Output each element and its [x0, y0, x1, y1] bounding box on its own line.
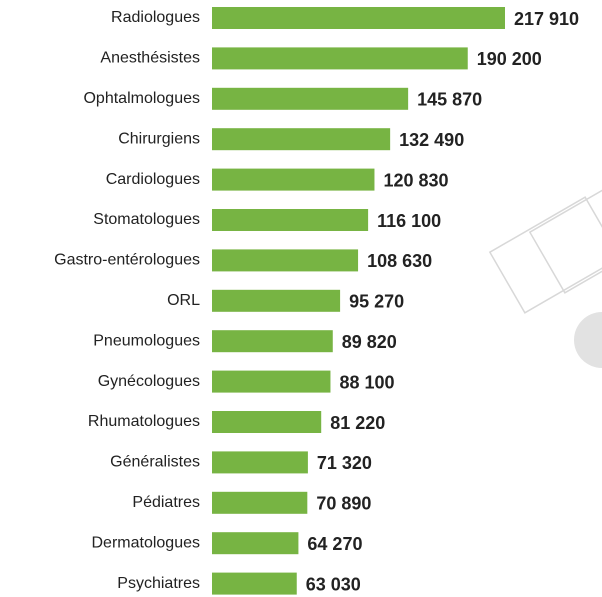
value-label: 217 910 [514, 9, 579, 29]
category-label: Radiologues [111, 9, 200, 26]
value-label: 88 100 [339, 372, 394, 392]
value-label: 71 320 [317, 453, 372, 473]
bar [212, 573, 297, 595]
value-label: 89 820 [342, 332, 397, 352]
category-label: Gynécologues [98, 373, 200, 390]
bar [212, 249, 358, 271]
value-label: 120 830 [383, 170, 448, 190]
value-label: 116 100 [377, 211, 441, 231]
bar [212, 47, 468, 69]
bar [212, 411, 321, 433]
category-label: ORL [167, 292, 200, 309]
bar [212, 169, 374, 191]
bar [212, 330, 333, 352]
bar [212, 209, 368, 231]
category-label: Cardiologues [106, 171, 200, 188]
value-label: 64 270 [307, 534, 362, 554]
value-label: 145 870 [417, 90, 482, 110]
bar [212, 88, 408, 110]
value-label: 190 200 [477, 49, 542, 69]
bar [212, 128, 390, 150]
value-label: 132 490 [399, 130, 464, 150]
bar [212, 7, 505, 29]
category-label: Pneumologues [93, 332, 200, 349]
value-label: 70 890 [316, 494, 371, 514]
value-label: 81 220 [330, 413, 385, 433]
bar [212, 371, 330, 393]
value-label: 95 270 [349, 292, 404, 312]
chart: Radiologues 217 910 Anesthésistes 190 200 Op… [0, 0, 602, 597]
bar [212, 290, 340, 312]
category-label: Dermatologues [92, 534, 201, 551]
category-label: Pédiatres [132, 494, 200, 511]
category-label: Stomatologues [93, 211, 200, 228]
category-label: Ophtalmologues [83, 90, 200, 107]
category-label: Rhumatologues [88, 413, 200, 430]
bar [212, 532, 298, 554]
bar [212, 451, 308, 473]
bar [212, 492, 307, 514]
category-label: Anesthésistes [100, 50, 200, 67]
value-label: 63 030 [306, 574, 361, 594]
value-label: 108 630 [367, 251, 432, 271]
category-label: Psychiatres [117, 575, 200, 592]
watermark [490, 177, 602, 368]
category-label: Chirurgiens [118, 130, 200, 147]
category-label: Généralistes [110, 454, 200, 471]
category-label: Gastro-entérologues [54, 252, 200, 269]
